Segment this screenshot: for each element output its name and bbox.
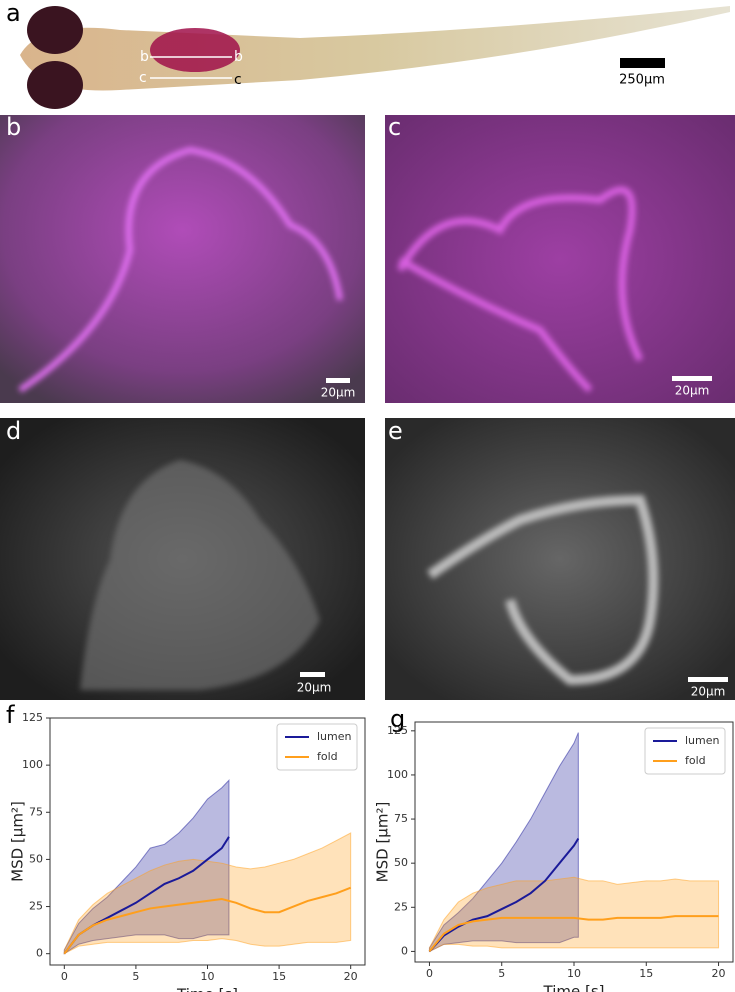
y-tick-label: 50 bbox=[394, 856, 408, 869]
y-tick-label: 25 bbox=[394, 900, 408, 913]
y-tick-label: 100 bbox=[387, 768, 408, 781]
band bbox=[428, 876, 720, 953]
line bbox=[428, 915, 719, 953]
panel-d-image bbox=[0, 418, 365, 700]
legend-label: lumen bbox=[685, 734, 720, 747]
panel-label: e bbox=[388, 417, 403, 445]
band bbox=[63, 832, 352, 955]
scale-bar-label: 20µm bbox=[321, 386, 356, 400]
panel-label: d bbox=[6, 417, 21, 445]
line bbox=[428, 837, 580, 953]
x-tick-label: 5 bbox=[498, 967, 505, 980]
y-axis-label: MSD [µm²] bbox=[9, 801, 27, 882]
band bbox=[63, 778, 230, 955]
y-tick-label: 100 bbox=[22, 758, 43, 771]
marker: b bbox=[140, 49, 149, 65]
marker: c bbox=[234, 72, 242, 88]
y-tick-label: 125 bbox=[22, 711, 43, 724]
x-tick-label: 0 bbox=[61, 970, 68, 983]
scale-bar-label: 20µm bbox=[691, 685, 726, 699]
legend-box bbox=[644, 727, 726, 775]
axes-frame bbox=[49, 717, 366, 966]
y-tick-label: 0 bbox=[401, 944, 408, 957]
marker: c bbox=[139, 70, 147, 86]
legend-box bbox=[276, 723, 358, 771]
x-tick-label: 5 bbox=[132, 970, 139, 983]
x-tick-label: 0 bbox=[426, 967, 433, 980]
axes-frame bbox=[414, 721, 734, 963]
x-tick-label: 10 bbox=[201, 970, 215, 983]
x-axis-label: Time [s] bbox=[176, 986, 238, 992]
panel-c-image bbox=[385, 115, 735, 403]
x-tick-label: 20 bbox=[712, 967, 726, 980]
panel-e-image bbox=[385, 418, 735, 700]
line bbox=[63, 886, 352, 955]
x-tick-label: 15 bbox=[272, 970, 286, 983]
legend-label: lumen bbox=[317, 730, 352, 743]
legend-label: fold bbox=[685, 754, 706, 767]
scale-bar-label: 20µm bbox=[675, 384, 710, 398]
y-axis-label: MSD [µm²] bbox=[374, 802, 392, 883]
panel-label: g bbox=[390, 705, 405, 733]
y-tick-label: 75 bbox=[394, 812, 408, 825]
x-tick-label: 10 bbox=[567, 967, 581, 980]
x-tick-label: 20 bbox=[344, 970, 358, 983]
y-tick-label: 125 bbox=[387, 724, 408, 737]
y-tick-label: 25 bbox=[29, 900, 43, 913]
x-axis-label: Time [s] bbox=[543, 983, 605, 992]
panel-label: c bbox=[388, 113, 401, 141]
panel-label: a bbox=[6, 0, 21, 27]
marker: b bbox=[234, 49, 243, 65]
panel-b-image bbox=[0, 115, 365, 403]
y-tick-label: 50 bbox=[29, 852, 43, 865]
band bbox=[428, 732, 579, 953]
panel-label: f bbox=[6, 701, 15, 729]
panel-label: b bbox=[6, 113, 21, 141]
panel-a-image bbox=[20, 6, 730, 109]
y-tick-label: 75 bbox=[29, 805, 43, 818]
x-tick-label: 15 bbox=[639, 967, 653, 980]
scale-bar-label: 250µm bbox=[619, 73, 665, 88]
legend-label: fold bbox=[317, 750, 338, 763]
y-tick-label: 0 bbox=[36, 947, 43, 960]
scale-bar-label: 20µm bbox=[297, 681, 332, 695]
